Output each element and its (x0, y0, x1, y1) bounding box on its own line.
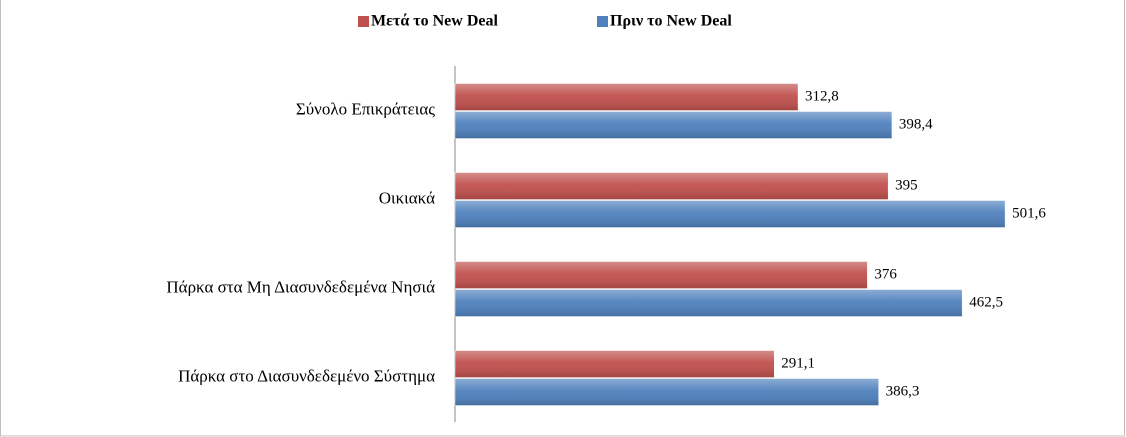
bar-shine (455, 200, 1006, 228)
bar-shine (455, 350, 775, 378)
bar-shine (455, 261, 868, 289)
y-tick-label: Πάρκα στα Μη Διασυνδεδεμένα Νησιά (166, 277, 435, 296)
data-label: 462,5 (969, 294, 1003, 310)
data-label: 395 (895, 177, 918, 193)
y-tick-label: Σύνολο Επικράτειας (296, 99, 435, 118)
data-label: 386,3 (886, 383, 920, 399)
bar-shine (455, 289, 963, 317)
y-tick-label: Πάρκα στο Διασυνδεδεμένο Σύστημα (178, 366, 435, 385)
bar-shine (455, 111, 892, 139)
y-tick-label: Οικιακά (379, 188, 435, 207)
data-label: 501,6 (1012, 205, 1046, 221)
bar-shine (455, 172, 889, 200)
data-label: 312,8 (805, 88, 839, 104)
legend-label: Μετά το New Deal (371, 13, 498, 30)
legend-label: Πριν το New Deal (610, 13, 732, 30)
bar-shine (455, 378, 879, 406)
legend-swatch (358, 16, 369, 27)
bar-shine (455, 83, 799, 111)
data-label: 376 (874, 266, 897, 282)
legend-swatch (597, 16, 608, 27)
data-label: 398,4 (899, 116, 933, 132)
data-label: 291,1 (781, 355, 815, 371)
